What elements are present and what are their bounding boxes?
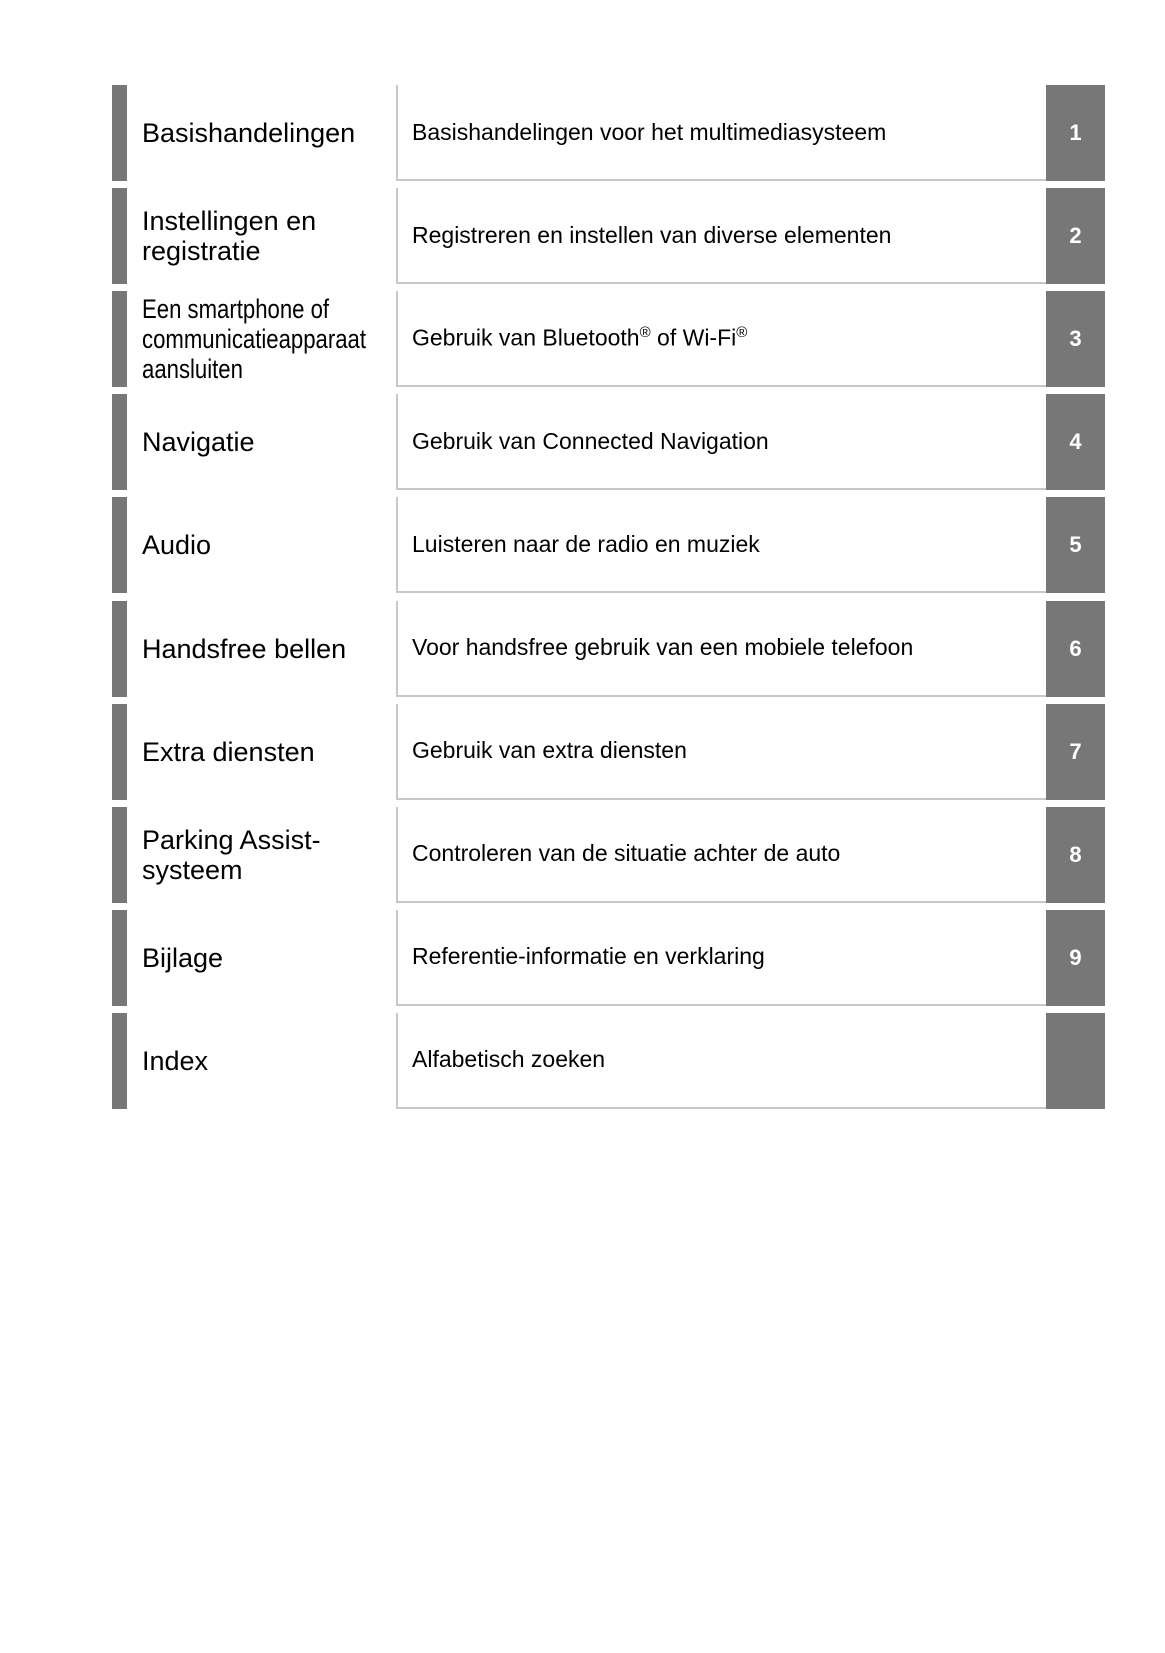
chapter-row[interactable]: Basishandelingen Basishandelingen voor he… — [112, 85, 1105, 181]
chapter-description[interactable]: Gebruik van extra diensten — [396, 703, 1061, 800]
chapter-description-text: Gebruik van extra diensten — [412, 737, 687, 764]
chapter-title[interactable]: Bijlage — [142, 910, 392, 1006]
chapter-bar — [112, 600, 127, 697]
chapter-title-text: Audio — [142, 530, 212, 561]
chapter-description[interactable]: Luisteren naar de radio en muziek — [396, 497, 1061, 594]
chapter-description[interactable]: Controleren van de situatie achter de au… — [396, 806, 1061, 903]
chapter-bar — [112, 188, 127, 285]
chapter-row[interactable]: Audio Luisteren naar de radio en muziek 5 — [112, 497, 1105, 594]
chapter-number: 7 — [1069, 738, 1082, 764]
chapter-description[interactable]: Gebruik van Connected Navigation — [396, 394, 1061, 491]
chapter-description[interactable]: Registreren en instellen van diverse ele… — [396, 188, 1061, 285]
chapter-number-tab[interactable] — [1046, 1012, 1105, 1109]
chapter-title-text: Basishandelingen — [142, 118, 356, 148]
chapter-number: 3 — [1069, 326, 1082, 352]
chapter-number-tab[interactable]: 6 — [1046, 600, 1105, 697]
chapter-description-text: Luisteren naar de radio en muziek — [412, 530, 760, 557]
chapter-description[interactable]: Gebruik van Bluetooth® of Wi-Fi® — [396, 291, 1061, 388]
chapter-number-tab[interactable]: 5 — [1046, 497, 1105, 594]
chapter-number-tab[interactable]: 9 — [1046, 909, 1105, 1006]
chapter-title-text: Bijlage — [142, 942, 224, 973]
chapter-row[interactable]: Navigatie Gebruik van Connected Navigatio… — [112, 394, 1105, 491]
chapter-title[interactable]: Parking Assist-systeem — [142, 807, 392, 903]
chapter-title[interactable]: Audio — [142, 497, 392, 593]
chapter-number-tab[interactable]: 3 — [1046, 291, 1105, 388]
chapter-description[interactable]: Referentie-informatie en verklaring — [396, 909, 1061, 1006]
chapter-row[interactable]: Index Alfabetisch zoeken — [112, 1012, 1105, 1109]
chapter-bar — [112, 85, 127, 181]
chapter-title[interactable]: Instellingen en registratie — [142, 188, 392, 284]
chapter-row[interactable]: Parking Assist-systeem Controleren van de… — [112, 806, 1105, 903]
chapter-title[interactable]: Extra diensten — [142, 704, 392, 800]
chapter-number-tab[interactable]: 4 — [1046, 394, 1105, 491]
chapter-bar — [112, 909, 127, 1006]
chapter-row[interactable]: Een smartphone of communicatieapparaat aan… — [112, 291, 1105, 388]
chapter-description-text: Alfabetisch zoeken — [412, 1046, 606, 1073]
chapter-description[interactable]: Alfabetisch zoeken — [396, 1012, 1061, 1109]
chapter-bar — [112, 703, 127, 800]
chapter-bar — [112, 806, 127, 903]
chapter-number: 1 — [1069, 120, 1082, 145]
chapter-number-tab[interactable]: 7 — [1046, 703, 1105, 800]
chapter-description-text: Basishandelingen voor het multimediasyst… — [412, 118, 887, 145]
chapter-row[interactable]: Instellingen en registratie Registreren en… — [112, 188, 1105, 285]
chapter-bar — [112, 394, 127, 491]
chapter-title[interactable]: Index — [142, 1013, 392, 1109]
chapter-bar — [112, 1012, 127, 1109]
chapter-number-tab[interactable]: 8 — [1046, 806, 1105, 903]
chapter-description[interactable]: Basishandelingen voor het multimediasyst… — [396, 85, 1061, 181]
chapter-title-text: Een smartphone of communicatieapparaat aan… — [142, 294, 366, 385]
chapter-bar — [112, 291, 127, 388]
chapter-row[interactable]: Bijlage Referentie-informatie en verklari… — [112, 909, 1105, 1006]
chapter-number: 5 — [1069, 532, 1082, 558]
chapter-row[interactable]: Handsfree bellen Voor handsfree gebruik v… — [112, 600, 1105, 697]
chapter-number: 4 — [1069, 429, 1082, 455]
chapter-description-text: Referentie-informatie en verklaring — [412, 943, 765, 970]
chapter-description-text: Voor handsfree gebruik van een mobiele t… — [412, 634, 914, 660]
chapter-description-text: Controleren van de situatie achter de au… — [412, 840, 841, 867]
chapter-title[interactable]: Basishandelingen — [142, 85, 392, 181]
chapter-description-text: Gebruik van Bluetooth® of Wi-Fi® — [412, 324, 748, 352]
chapter-number-tab[interactable]: 2 — [1046, 188, 1105, 285]
chapter-number: 9 — [1069, 944, 1082, 970]
chapter-title-text: Parking Assist-systeem — [142, 824, 321, 885]
chapter-bar — [112, 497, 127, 594]
chapter-description-text: Registreren en instellen van diverse ele… — [412, 221, 892, 248]
chapter-title-text: Index — [142, 1045, 209, 1076]
chapter-number-tab[interactable]: 1 — [1046, 85, 1105, 181]
chapter-title[interactable]: Een smartphone of communicatieapparaat aan… — [142, 291, 392, 387]
chapter-number: 6 — [1069, 635, 1082, 661]
chapter-description-text: Gebruik van Connected Navigation — [412, 427, 769, 454]
chapter-row[interactable]: Extra diensten Gebruik van extra diensten… — [112, 703, 1105, 800]
chapter-title-text: Navigatie — [142, 427, 255, 458]
chapter-title[interactable]: Navigatie — [142, 394, 392, 490]
chapter-title-text: Instellingen en registratie — [142, 206, 317, 267]
chapter-title-text: Extra diensten — [142, 736, 315, 767]
chapter-description[interactable]: Voor handsfree gebruik van een mobiele t… — [396, 600, 1061, 697]
chapter-number: 8 — [1069, 841, 1082, 867]
chapter-number: 2 — [1069, 223, 1082, 249]
chapter-title-text: Handsfree bellen — [142, 633, 347, 664]
chapter-title[interactable]: Handsfree bellen — [142, 601, 392, 697]
